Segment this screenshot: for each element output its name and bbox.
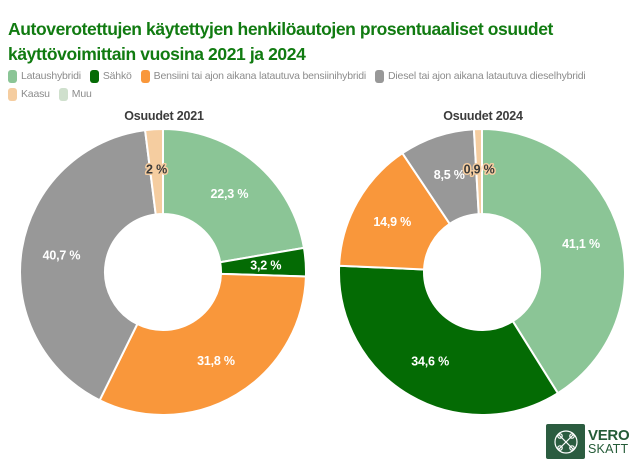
chart-title-2024: Osuudet 2024 <box>443 109 523 123</box>
legend-row-2: Kaasu Muu <box>8 85 640 103</box>
legend-label: Diesel tai ajon aikana latautuva dieselh… <box>388 70 586 82</box>
legend-swatch-icon <box>89 69 99 83</box>
logo-text-vero: VERO <box>588 426 630 444</box>
donut-chart-2024: 41,1 % 34,6 % 14,9 % 8,5 %0,9 % <box>338 128 626 416</box>
vero-emblem-icon <box>546 424 585 459</box>
legend-swatch-icon <box>58 87 68 101</box>
vero-skatt-logo: VERO SKATT <box>546 424 630 459</box>
legend-item: Diesel tai ajon aikana latautuva dieselh… <box>375 69 586 83</box>
legend-swatch-icon <box>140 69 150 83</box>
slice-label: 2 % <box>146 163 167 177</box>
slice-label: 14,9 % <box>373 215 411 229</box>
chart-title-2021: Osuudet 2021 <box>124 109 204 123</box>
donut-slice <box>19 129 157 402</box>
donut-slice <box>98 272 307 416</box>
legend-label: Muu <box>71 88 92 100</box>
donut-slice <box>338 264 559 416</box>
slice-label: 34,6 % <box>411 354 449 368</box>
donut-slice <box>144 128 164 216</box>
donut-slice <box>472 128 483 216</box>
slice-label: 41,1 % <box>562 237 600 251</box>
slice-label: 3,2 % <box>250 258 281 272</box>
slice-label: 31,8 % <box>197 354 235 368</box>
legend-label: Bensiini tai ajon aikana latautuva bensi… <box>153 70 367 82</box>
donut-slice <box>162 128 305 264</box>
legend-item: Bensiini tai ajon aikana latautuva bensi… <box>140 69 367 83</box>
legend-swatch-icon <box>375 69 385 83</box>
legend-item: Muu <box>58 87 92 101</box>
slice-label: 22,3 % <box>211 187 249 201</box>
donut-slice <box>338 152 451 271</box>
slice-label: 0,9 % <box>464 163 495 177</box>
logo-text-skatt: SKATT <box>588 441 629 456</box>
legend-label: Sähkö <box>102 70 132 82</box>
legend-item: Lataushybridi <box>8 69 81 83</box>
logo-text: VERO SKATT <box>588 426 630 456</box>
legend-swatch-icon <box>8 87 17 101</box>
slice-label: 40,7 % <box>43 248 81 262</box>
donut-slice <box>481 128 626 395</box>
legend-label: Lataushybridi <box>21 70 81 82</box>
legend-row-1: Lataushybridi Sähkö Bensiini tai ajon aika… <box>8 67 640 85</box>
slice-label: 8,5 % <box>434 168 465 182</box>
legend-item: Sähkö <box>89 69 132 83</box>
page-title: Autoverotettujen käytettyjen henkilöauto… <box>8 18 553 64</box>
legend: Lataushybridi Sähkö Bensiini tai ajon aika… <box>8 67 640 103</box>
legend-swatch-icon <box>8 69 17 83</box>
legend-item: Kaasu <box>8 87 50 101</box>
legend-label: Kaasu <box>21 88 50 100</box>
donut-chart-2021: 22,3 % 3,2 % 31,8 % 40,7 % 2 % <box>19 128 307 416</box>
